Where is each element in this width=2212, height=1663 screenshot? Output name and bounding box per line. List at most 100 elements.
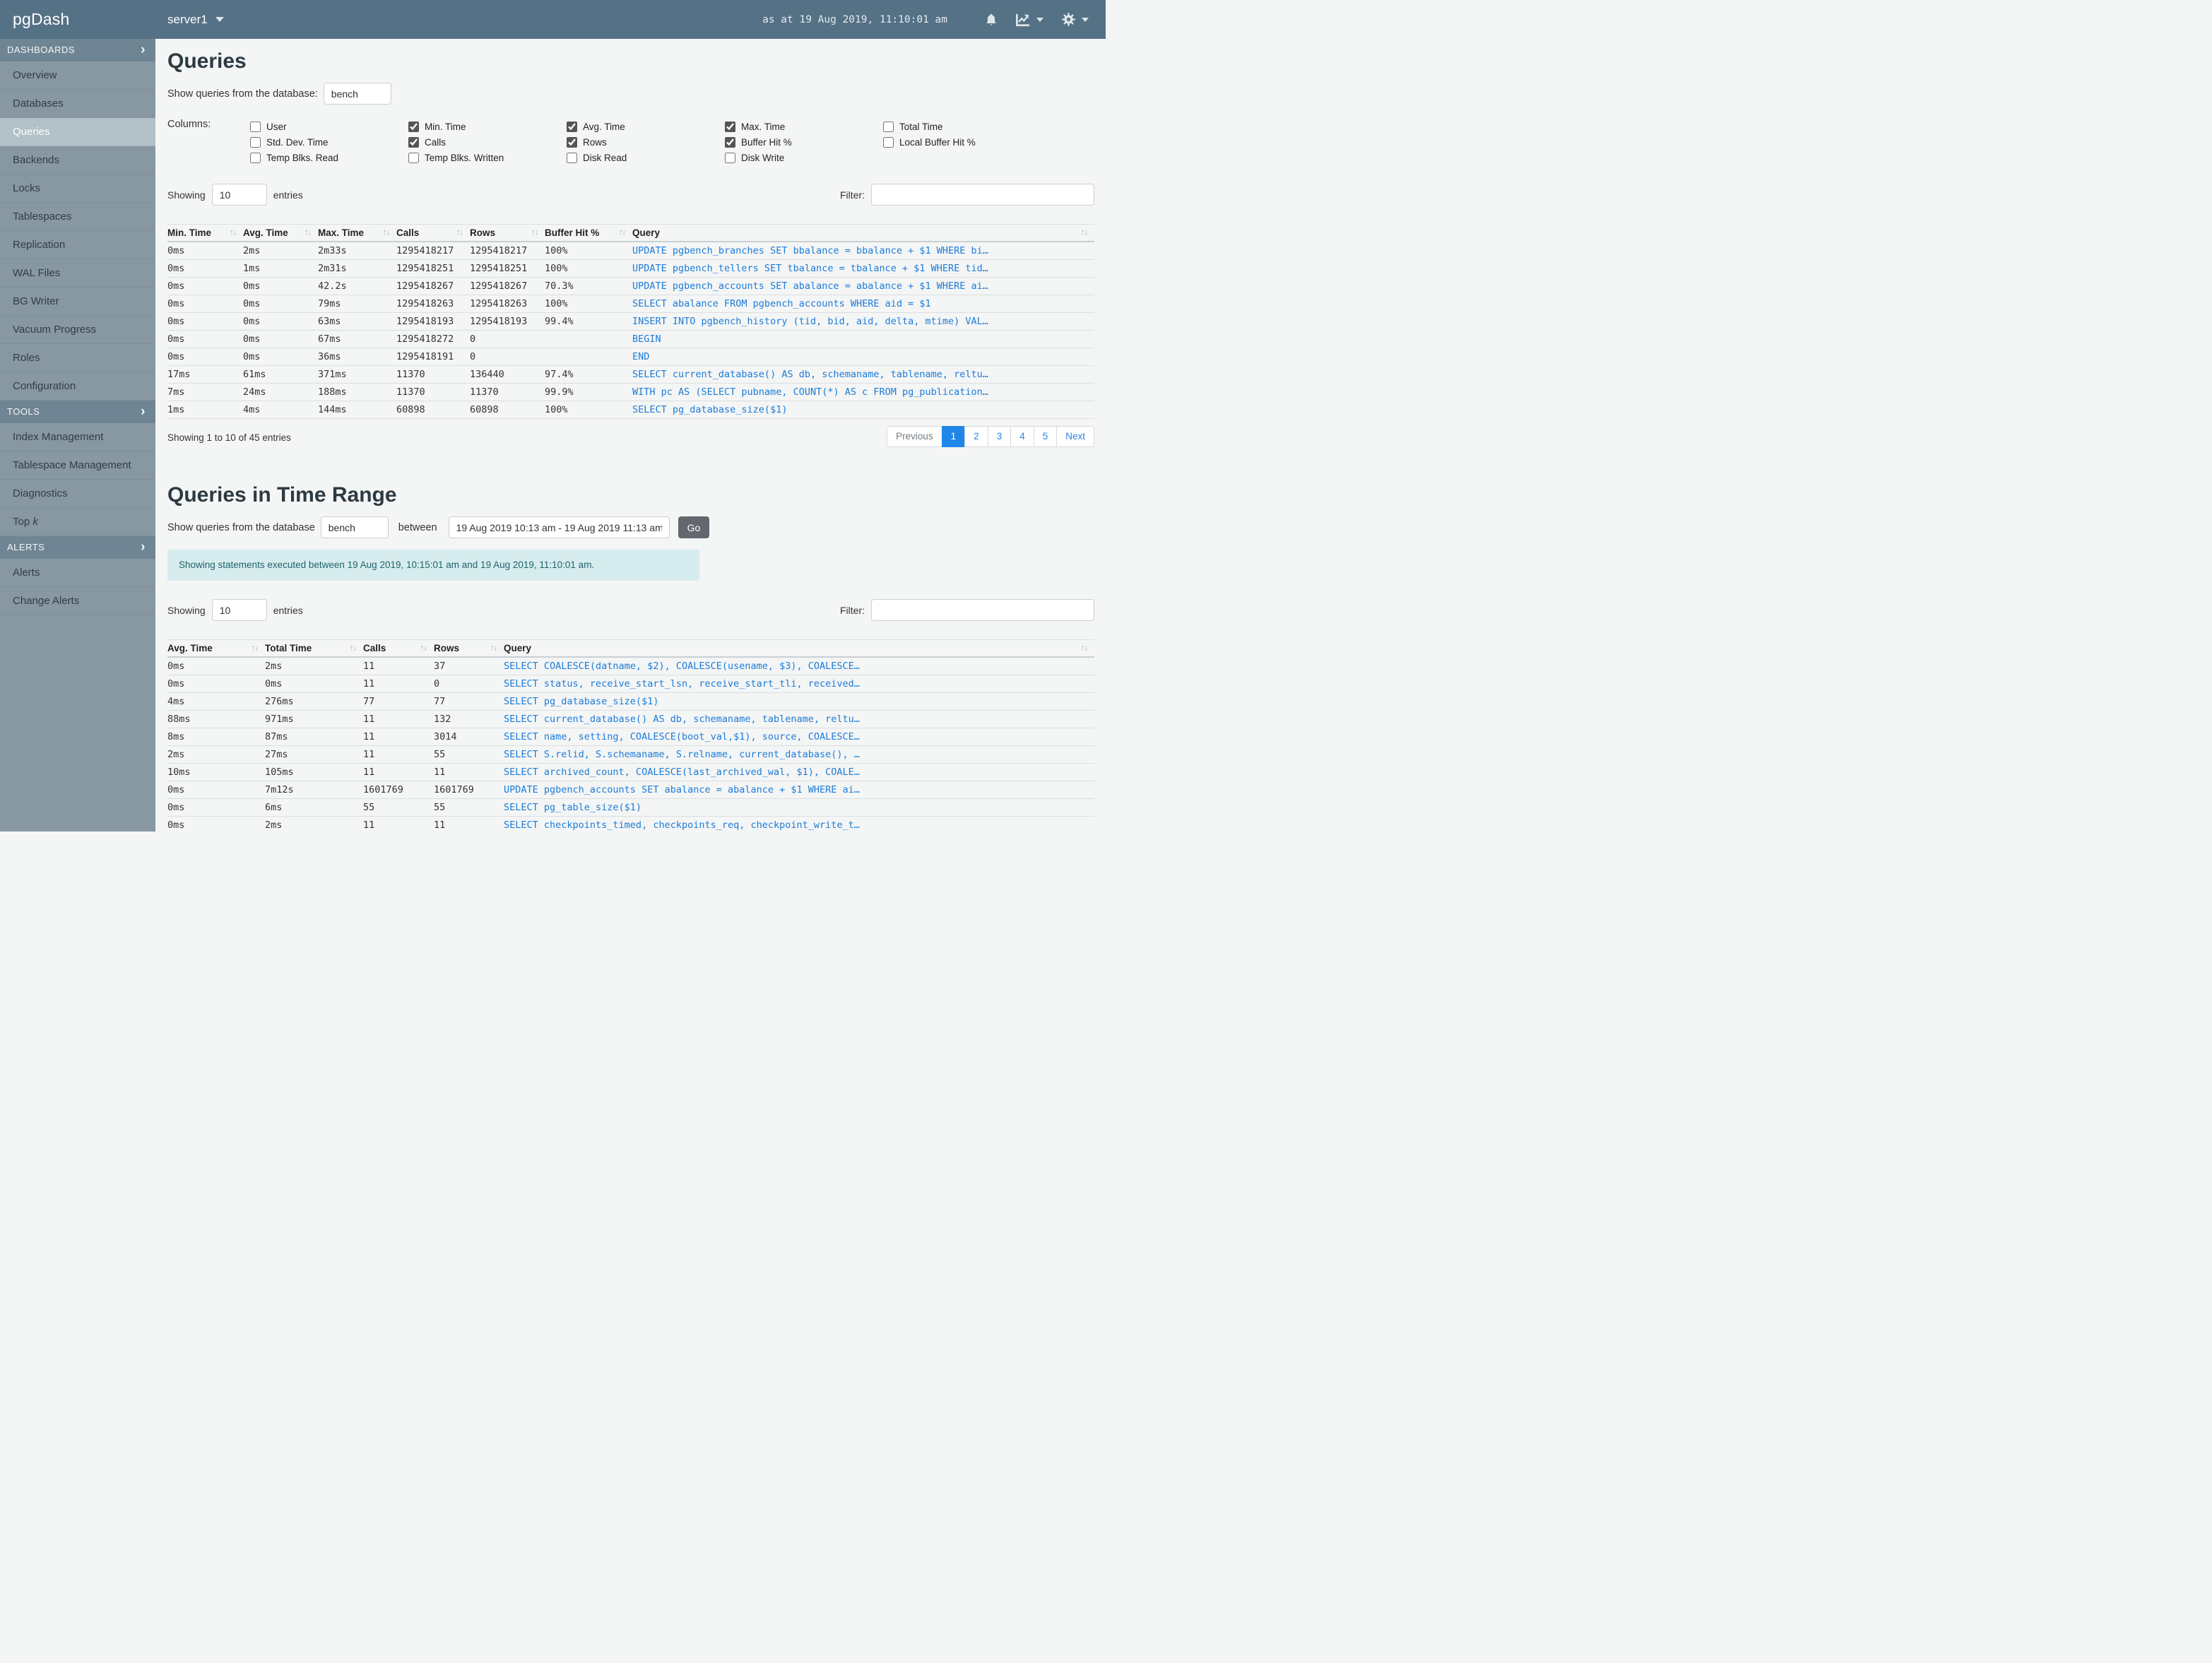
sidebar-item-vacuum-progress[interactable]: Vacuum Progress xyxy=(0,316,155,344)
page-size-input[interactable] xyxy=(211,184,267,206)
sidebar-item-queries[interactable]: Queries xyxy=(0,118,155,146)
column-checkbox-min-time[interactable]: Min. Time xyxy=(408,119,567,134)
sidebar-section-alerts[interactable]: ALERTS › xyxy=(0,536,155,559)
query-link[interactable]: WITH pc AS (SELECT pubname, COUNT(*) AS … xyxy=(632,386,988,398)
page-3[interactable]: 3 xyxy=(987,426,1012,447)
column-header-max-time[interactable]: Max. Time ↑↓ xyxy=(318,224,396,242)
sidebar-item-backends[interactable]: Backends xyxy=(0,146,155,174)
column-checkbox-avg-time[interactable]: Avg. Time xyxy=(567,119,725,134)
checkbox-rows[interactable] xyxy=(567,136,577,148)
sidebar-item-replication[interactable]: Replication xyxy=(0,231,155,259)
settings-menu-button[interactable] xyxy=(1061,12,1089,27)
sidebar-item-databases[interactable]: Databases xyxy=(0,90,155,118)
checkbox-user[interactable] xyxy=(250,121,261,132)
sidebar-item-top-k[interactable]: Top k xyxy=(0,508,155,536)
page-previous[interactable]: Previous xyxy=(887,426,942,447)
filter-input-timerange[interactable] xyxy=(871,599,1094,621)
page-4[interactable]: 4 xyxy=(1010,426,1034,447)
column-header-calls[interactable]: Calls ↑↓ xyxy=(363,639,434,658)
checkbox-local-buffer-hit[interactable] xyxy=(883,136,894,148)
query-link[interactable]: SELECT pg_database_size($1) xyxy=(504,696,659,707)
checkbox-buffer-hit[interactable] xyxy=(725,136,735,148)
column-header-avg-time[interactable]: Avg. Time ↑↓ xyxy=(167,639,265,658)
database-input-timerange[interactable] xyxy=(320,516,389,538)
database-input[interactable] xyxy=(323,83,391,105)
query-link[interactable]: SELECT current_database() AS db, scheman… xyxy=(504,714,860,725)
sidebar-item-alerts[interactable]: Alerts xyxy=(0,559,155,587)
query-link[interactable]: END xyxy=(632,351,650,362)
checkbox-max-time[interactable] xyxy=(725,121,735,132)
checkbox-calls[interactable] xyxy=(408,136,419,148)
column-checkbox-calls[interactable]: Calls xyxy=(408,134,567,150)
column-checkbox-disk-write[interactable]: Disk Write xyxy=(725,150,883,165)
page-size-input-timerange[interactable] xyxy=(211,599,267,621)
sidebar-item-tablespace-management[interactable]: Tablespace Management xyxy=(0,451,155,480)
query-link[interactable]: SELECT current_database() AS db, scheman… xyxy=(632,369,988,380)
sidebar-item-tablespaces[interactable]: Tablespaces xyxy=(0,203,155,231)
column-header-rows[interactable]: Rows ↑↓ xyxy=(434,639,504,658)
column-checkbox-temp-blks-written[interactable]: Temp Blks. Written xyxy=(408,150,567,165)
query-link[interactable]: UPDATE pgbench_accounts SET abalance = a… xyxy=(632,280,988,292)
column-checkbox-buffer-hit[interactable]: Buffer Hit % xyxy=(725,134,883,150)
server-selector[interactable]: server1 xyxy=(167,13,224,27)
column-header-rows[interactable]: Rows ↑↓ xyxy=(470,224,545,242)
query-link[interactable]: SELECT archived_count, COALESCE(last_arc… xyxy=(504,767,860,778)
query-link[interactable]: UPDATE pgbench_accounts SET abalance = a… xyxy=(504,784,860,795)
time-range-input[interactable] xyxy=(448,516,670,538)
checkbox-disk-read[interactable] xyxy=(567,152,577,163)
column-header-buffer-hit[interactable]: Buffer Hit % ↑↓ xyxy=(545,224,632,242)
sidebar-item-wal-files[interactable]: WAL Files xyxy=(0,259,155,288)
query-link[interactable]: BEGIN xyxy=(632,333,661,345)
sidebar-item-overview[interactable]: Overview xyxy=(0,61,155,90)
column-checkbox-std-dev-time[interactable]: Std. Dev. Time xyxy=(250,134,408,150)
query-link[interactable]: UPDATE pgbench_tellers SET tbalance = tb… xyxy=(632,263,988,274)
column-checkbox-max-time[interactable]: Max. Time xyxy=(725,119,883,134)
go-button[interactable]: Go xyxy=(678,516,710,538)
checkbox-temp-blks-written[interactable] xyxy=(408,152,419,163)
query-link[interactable]: SELECT S.relid, S.schemaname, S.relname,… xyxy=(504,749,860,760)
column-checkbox-disk-read[interactable]: Disk Read xyxy=(567,150,725,165)
page-next[interactable]: Next xyxy=(1056,426,1094,447)
checkbox-avg-time[interactable] xyxy=(567,121,577,132)
column-checkbox-user[interactable]: User xyxy=(250,119,408,134)
column-checkbox-temp-blks-read[interactable]: Temp Blks. Read xyxy=(250,150,408,165)
sidebar-item-index-management[interactable]: Index Management xyxy=(0,423,155,451)
filter-input[interactable] xyxy=(871,184,1094,206)
query-link[interactable]: SELECT abalance FROM pgbench_accounts WH… xyxy=(632,298,931,309)
query-link[interactable]: SELECT status, receive_start_lsn, receiv… xyxy=(504,678,860,690)
sidebar-item-bg-writer[interactable]: BG Writer xyxy=(0,288,155,316)
sidebar-item-locks[interactable]: Locks xyxy=(0,174,155,203)
query-link[interactable]: SELECT COALESCE(datname, $2), COALESCE(u… xyxy=(504,661,860,672)
sidebar-item-diagnostics[interactable]: Diagnostics xyxy=(0,480,155,508)
query-link[interactable]: SELECT pg_database_size($1) xyxy=(632,404,788,415)
checkbox-std-dev-time[interactable] xyxy=(250,136,261,148)
query-link[interactable]: UPDATE pgbench_branches SET bbalance = b… xyxy=(632,245,988,256)
checkbox-min-time[interactable] xyxy=(408,121,419,132)
column-header-query[interactable]: Query ↑↓ xyxy=(504,639,1094,658)
checkbox-disk-write[interactable] xyxy=(725,152,735,163)
column-header-query[interactable]: Query ↑↓ xyxy=(632,224,1094,242)
sidebar-section-dashboards[interactable]: DASHBOARDS › xyxy=(0,39,155,61)
sidebar-item-roles[interactable]: Roles xyxy=(0,344,155,372)
charts-menu-button[interactable] xyxy=(1015,13,1043,27)
sidebar-item-configuration[interactable]: Configuration xyxy=(0,372,155,401)
column-checkbox-total-time[interactable]: Total Time xyxy=(883,119,1041,134)
query-link[interactable]: SELECT name, setting, COALESCE(boot_val,… xyxy=(504,731,860,742)
page-1[interactable]: 1 xyxy=(941,426,966,447)
page-5[interactable]: 5 xyxy=(1033,426,1058,447)
column-checkbox-rows[interactable]: Rows xyxy=(567,134,725,150)
sidebar-section-tools[interactable]: TOOLS › xyxy=(0,401,155,423)
column-header-min-time[interactable]: Min. Time ↑↓ xyxy=(167,224,243,242)
sidebar-item-change-alerts[interactable]: Change Alerts xyxy=(0,587,155,615)
checkbox-total-time[interactable] xyxy=(883,121,894,132)
query-link[interactable]: SELECT checkpoints_timed, checkpoints_re… xyxy=(504,819,860,831)
query-link[interactable]: SELECT pg_table_size($1) xyxy=(504,802,642,813)
checkbox-temp-blks-read[interactable] xyxy=(250,152,261,163)
notifications-bell-icon[interactable] xyxy=(985,13,998,27)
column-checkbox-local-buffer-hit[interactable]: Local Buffer Hit % xyxy=(883,134,1041,150)
column-header-avg-time[interactable]: Avg. Time ↑↓ xyxy=(243,224,318,242)
page-2[interactable]: 2 xyxy=(964,426,988,447)
column-header-total-time[interactable]: Total Time ↑↓ xyxy=(265,639,363,658)
query-link[interactable]: INSERT INTO pgbench_history (tid, bid, a… xyxy=(632,316,988,327)
column-header-calls[interactable]: Calls ↑↓ xyxy=(396,224,470,242)
